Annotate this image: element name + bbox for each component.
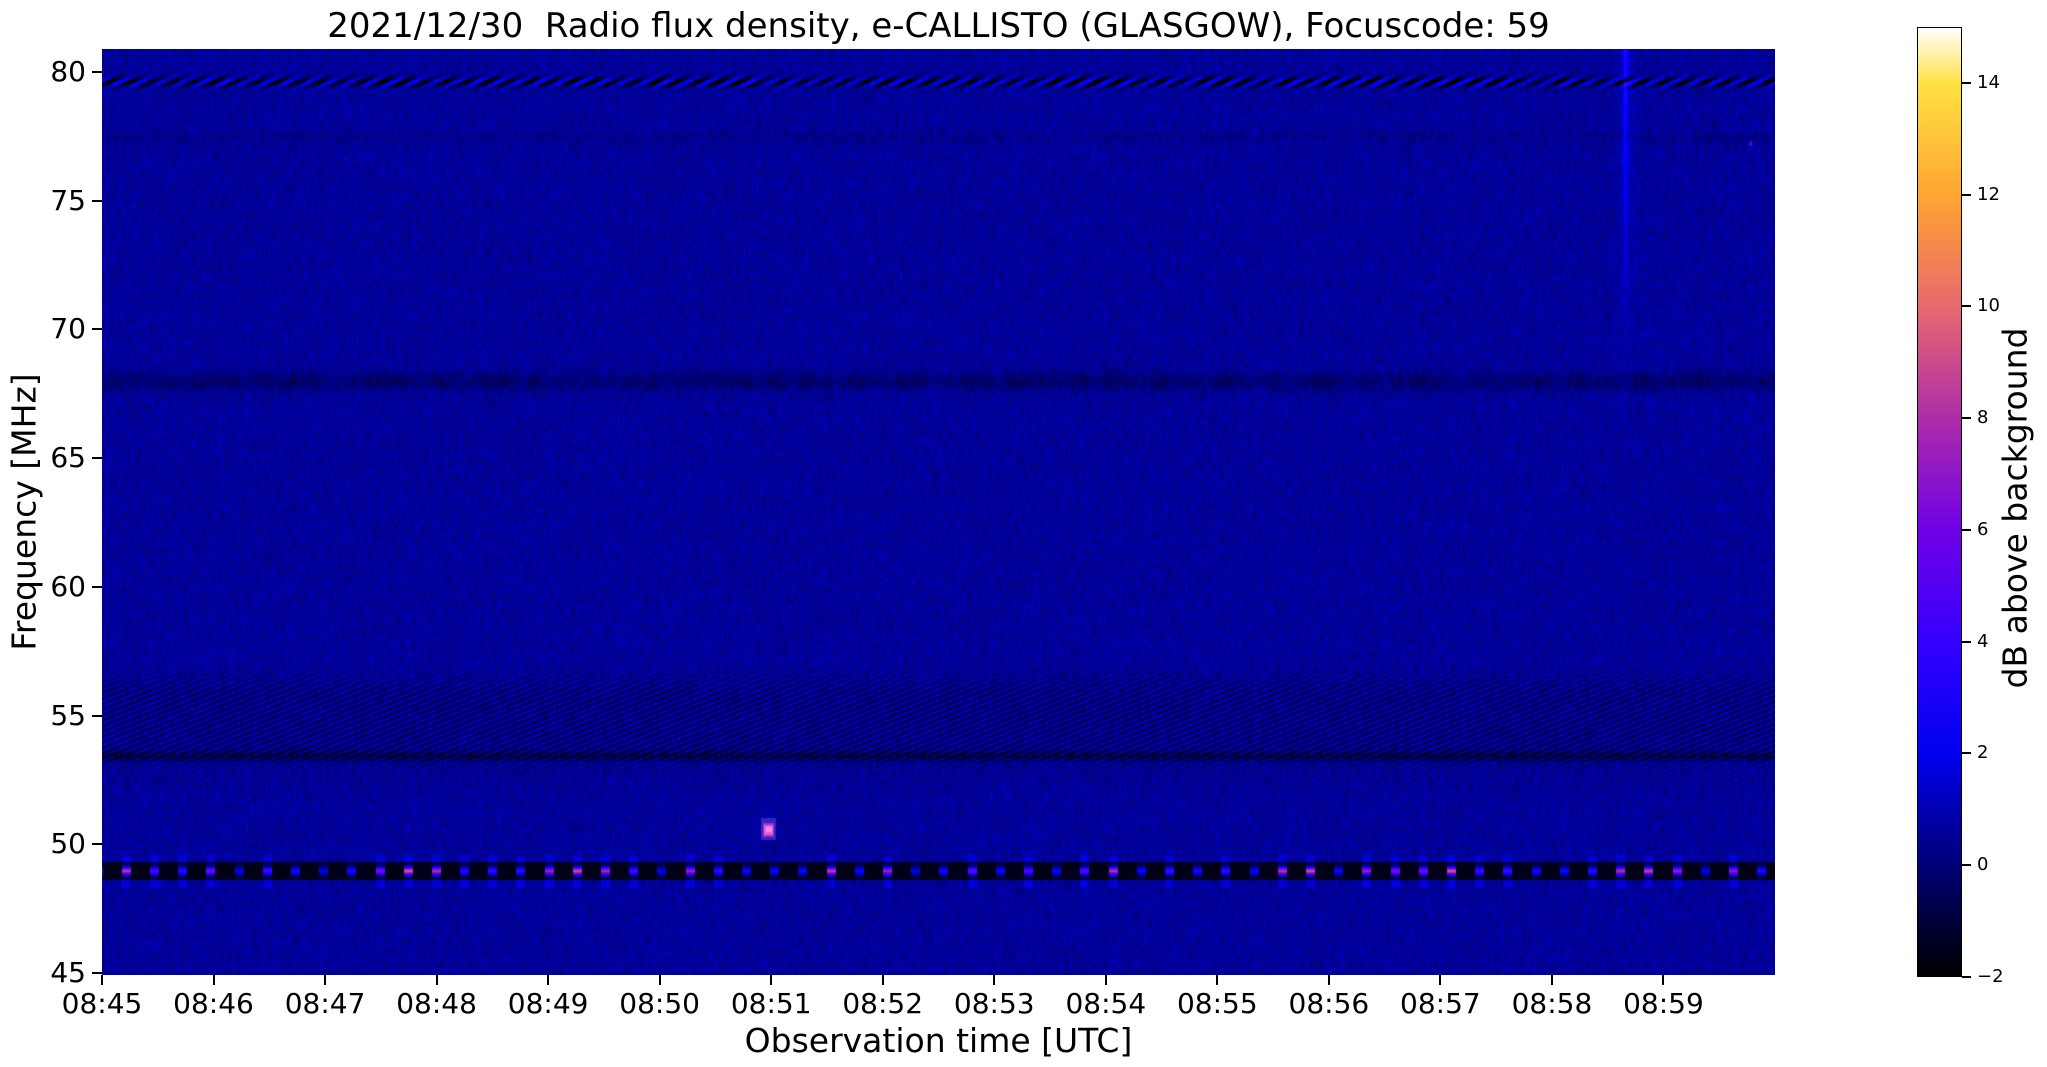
x-tick-label: 08:55 [1176,987,1258,1020]
y-tick-mark [92,714,102,717]
spectrogram-image [102,49,1775,975]
colorbar-tick-label: 12 [1977,183,2000,205]
x-tick-label: 08:45 [61,987,143,1020]
x-tick-mark [212,975,215,985]
x-tick-mark [1327,975,1330,985]
y-tick-mark [92,199,102,202]
y-tick-label: 75 [50,183,86,217]
colorbar-gradient [1918,28,1961,976]
x-tick-mark [1550,975,1553,985]
y-tick-mark [92,843,102,846]
colorbar-tick-label: 10 [1977,295,2000,317]
y-tick-mark [92,328,102,331]
y-tick-label: 80 [50,54,86,88]
colorbar-tick-mark [1962,417,1971,420]
chart-title: 2021/12/30 Radio flux density, e-CALLIST… [327,6,1550,46]
colorbar-tick-label: −2 [1977,966,2004,987]
x-tick-mark [1662,975,1665,985]
x-tick-label: 08:53 [953,987,1035,1020]
colorbar-tick-label: 0 [1977,854,1989,876]
x-tick-label: 08:50 [619,987,700,1020]
y-tick-label: 55 [50,698,86,732]
colorbar-tick-mark [1962,864,1971,867]
x-tick-mark [993,975,996,985]
y-tick-mark [92,971,102,974]
colorbar-tick-mark [1962,81,1971,84]
y-tick-label: 65 [50,441,86,475]
x-tick-label: 08:59 [1623,987,1704,1020]
y-tick-mark [92,457,102,460]
colorbar-tick-label: 14 [1977,71,2000,93]
colorbar-tick-mark [1962,528,1971,531]
x-tick-mark [770,975,773,985]
x-tick-mark [881,975,884,985]
x-tick-label: 08:54 [1065,987,1147,1020]
x-tick-mark [547,975,550,985]
colorbar-tick-mark [1962,640,1971,643]
x-tick-label: 08:56 [1288,987,1370,1020]
x-tick-label: 08:46 [173,987,254,1020]
x-tick-mark [101,975,103,985]
colorbar-tick-label: 2 [1977,742,1989,764]
x-axis-label: Observation time [UTC] [744,1021,1133,1060]
y-tick-label: 70 [50,312,86,346]
colorbar-tick-mark [1962,305,1971,308]
x-tick-mark [1104,975,1107,985]
x-tick-mark [658,975,661,985]
colorbar [1917,27,1962,977]
x-tick-mark [1439,975,1442,985]
colorbar-tick-label: 8 [1977,407,1989,429]
x-tick-mark [435,975,438,985]
y-tick-mark [92,70,102,73]
y-tick-mark [92,585,102,588]
x-tick-label: 08:52 [842,987,924,1020]
colorbar-tick-mark [1962,976,1971,978]
x-tick-label: 08:58 [1511,987,1593,1020]
x-tick-label: 08:48 [396,987,477,1020]
colorbar-tick-mark [1962,752,1971,755]
colorbar-tick-label: 6 [1977,518,1989,540]
y-tick-label: 60 [50,569,86,603]
colorbar-label: dB above background [1995,327,2035,689]
x-tick-mark [1216,975,1219,985]
colorbar-tick-label: 4 [1977,630,1989,652]
x-tick-label: 08:49 [507,987,589,1020]
x-tick-label: 08:51 [730,987,812,1020]
y-tick-label: 50 [50,827,86,861]
x-tick-label: 08:57 [1400,987,1481,1020]
x-tick-mark [324,975,327,985]
y-tick-label: 45 [50,955,86,989]
colorbar-tick-mark [1962,193,1971,196]
y-axis-label: Frequency [MHz] [4,373,44,651]
x-tick-label: 08:47 [284,987,366,1020]
